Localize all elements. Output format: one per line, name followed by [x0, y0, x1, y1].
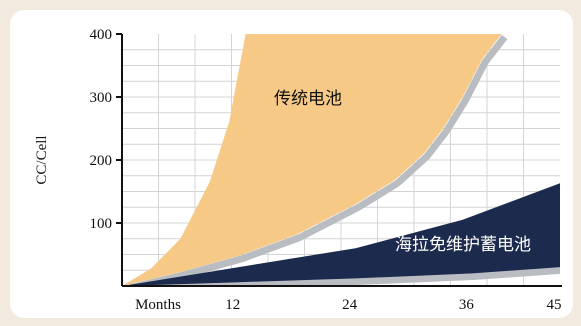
x-tick-label: 45 — [547, 297, 562, 313]
x-tick-label: 24 — [342, 297, 358, 313]
x-tick-label: Months — [135, 297, 181, 313]
tick-labels: 100 200 300 400 Months 12 24 36 45 — [90, 27, 562, 313]
series-area-maintenance-free — [122, 183, 560, 286]
x-tick-label: 12 — [225, 297, 240, 313]
y-tick-label: 400 — [90, 27, 113, 43]
x-tick-label: 36 — [459, 297, 475, 313]
series-areas — [122, 34, 560, 286]
axes — [116, 33, 562, 287]
y-tick-label: 300 — [90, 90, 113, 106]
series-shadow-traditional — [124, 34, 508, 286]
y-tick-label: 100 — [90, 216, 113, 232]
series-label-traditional: 传统电池 — [274, 89, 342, 109]
series-area-traditional — [122, 34, 502, 286]
y-axis-label: CC/Cell — [34, 135, 50, 184]
y-tick-label: 200 — [90, 153, 113, 169]
series-shadow-maintenance-free — [124, 266, 560, 286]
series-label-maintenance-free: 海拉免维护蓄电池 — [395, 235, 531, 255]
